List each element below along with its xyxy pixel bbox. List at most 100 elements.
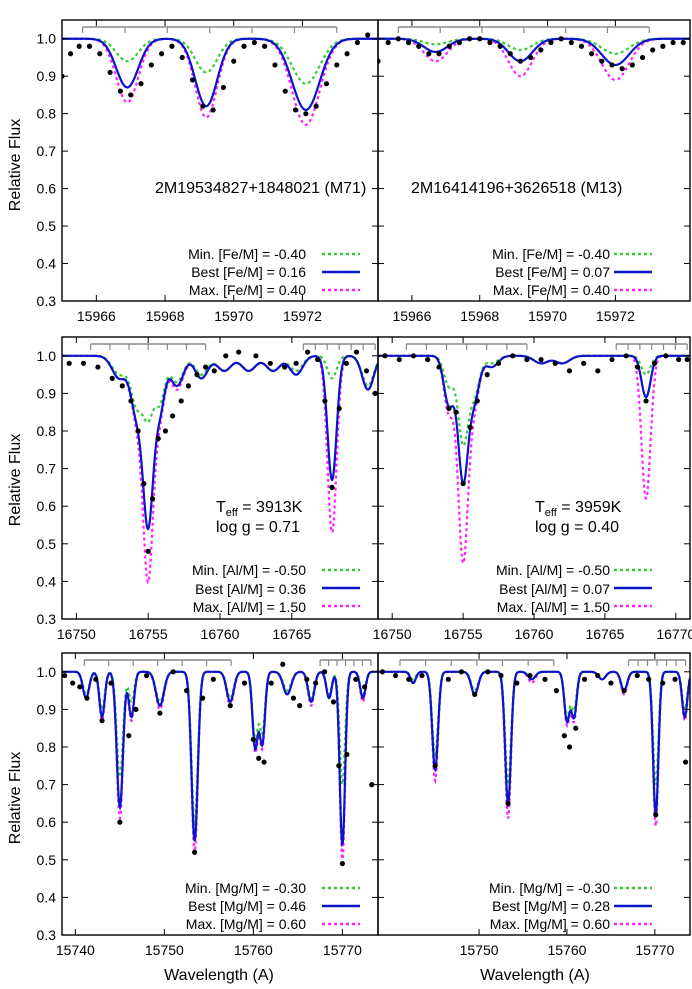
observed-point bbox=[62, 672, 68, 679]
max-model-line bbox=[378, 37, 690, 82]
observed-point bbox=[538, 47, 544, 53]
observed-point bbox=[145, 548, 151, 554]
y-tick-label: 0.4 bbox=[37, 256, 57, 272]
observed-point bbox=[148, 62, 154, 68]
observed-point bbox=[426, 51, 432, 57]
legend-best-label: Best [Mg/M] = 0.46 bbox=[188, 898, 306, 914]
observed-point bbox=[524, 356, 530, 363]
observed-point bbox=[241, 43, 247, 49]
x-tick-label: 16760 bbox=[201, 626, 240, 642]
teff-equals: = bbox=[557, 499, 575, 516]
y-tick-label: 0.4 bbox=[37, 573, 57, 589]
observed-point bbox=[304, 676, 310, 682]
observed-point bbox=[416, 43, 422, 49]
observed-point bbox=[293, 360, 299, 366]
observed-point bbox=[510, 353, 516, 359]
y-tick-label: 0.7 bbox=[37, 461, 57, 477]
observed-point bbox=[660, 43, 666, 49]
observed-point bbox=[365, 32, 371, 38]
max-model-line bbox=[62, 37, 378, 127]
observed-point bbox=[382, 353, 388, 359]
legend-bottom-left: Min. [Mg/M] = -0.30 Best [Mg/M] = 0.46 M… bbox=[185, 880, 306, 932]
observed-point bbox=[322, 398, 328, 404]
observed-point bbox=[227, 703, 233, 709]
observed-point bbox=[170, 669, 176, 675]
observed-point bbox=[133, 706, 139, 713]
observed-point bbox=[474, 398, 480, 404]
observed-point bbox=[251, 39, 257, 46]
logg-label-left: log g = 0.71 bbox=[216, 519, 300, 536]
x-tick-label: 15966 bbox=[77, 308, 116, 324]
observed-point bbox=[97, 51, 103, 57]
observed-point bbox=[86, 43, 93, 49]
observed-point bbox=[581, 360, 587, 366]
teff-equals: = bbox=[238, 499, 256, 516]
observed-point bbox=[272, 62, 278, 68]
y-axis-label-middle: Relative Flux bbox=[7, 434, 24, 526]
observed-point bbox=[292, 107, 299, 113]
observed-point bbox=[419, 672, 425, 679]
observed-point bbox=[250, 736, 256, 743]
observed-point bbox=[185, 383, 191, 389]
y-tick-label: 0.3 bbox=[37, 611, 57, 627]
observed-point bbox=[135, 428, 141, 434]
teff-symbol: T bbox=[535, 499, 545, 516]
observed-point bbox=[392, 672, 399, 679]
observed-point bbox=[609, 62, 615, 68]
max-model-line bbox=[378, 354, 690, 566]
y-tick-label: 0.8 bbox=[37, 739, 57, 755]
x-tick-label: 16765 bbox=[585, 626, 624, 642]
observed-point bbox=[84, 695, 90, 701]
best-model-line bbox=[378, 670, 690, 815]
observed-point bbox=[406, 676, 412, 682]
observed-point bbox=[336, 763, 342, 769]
observed-point bbox=[528, 54, 534, 61]
observed-point bbox=[119, 383, 125, 389]
x-tick-label: 15970 bbox=[528, 308, 567, 324]
observed-point bbox=[343, 360, 349, 366]
observed-point bbox=[128, 92, 134, 98]
observed-point bbox=[672, 676, 678, 682]
panel-bottom-right bbox=[378, 659, 690, 827]
observed-point bbox=[128, 398, 134, 404]
teff-label-right: Teff = 3959K bbox=[535, 499, 622, 519]
observed-point bbox=[517, 58, 524, 64]
y-tick-label: 0.8 bbox=[37, 106, 57, 122]
observed-point bbox=[623, 353, 629, 359]
observed-point bbox=[261, 759, 267, 765]
x-tick-label: 16765 bbox=[272, 626, 311, 642]
teff-value-left: 3913K bbox=[256, 499, 303, 516]
observed-point bbox=[670, 39, 676, 46]
observed-point bbox=[558, 36, 564, 42]
legend-min-label: Min. [Fe/M] = -0.40 bbox=[492, 246, 610, 262]
observed-point bbox=[95, 364, 101, 370]
observed-point bbox=[179, 54, 185, 61]
observed-point bbox=[363, 368, 370, 374]
observed-point bbox=[484, 372, 490, 378]
legend-min-label: Min. [Fe/M] = -0.40 bbox=[188, 246, 306, 262]
y-tick-label: 0.8 bbox=[37, 423, 57, 439]
observed-point bbox=[581, 676, 588, 682]
observed-point bbox=[267, 360, 273, 366]
x-tick-label: 15760 bbox=[234, 942, 273, 958]
legend-max-label: Max. [Al/M] = 1.50 bbox=[193, 599, 306, 615]
y-tick-label: 0.5 bbox=[37, 852, 57, 868]
observed-point bbox=[527, 672, 533, 679]
observed-point bbox=[609, 356, 615, 363]
observed-point bbox=[548, 39, 554, 46]
observed-point bbox=[268, 680, 274, 686]
panel-bottom-left bbox=[62, 659, 378, 867]
observed-point bbox=[432, 763, 438, 769]
observed-point bbox=[396, 356, 402, 363]
x-axis-label-right: Wavelength (A) bbox=[480, 967, 590, 984]
observed-point bbox=[336, 405, 342, 412]
y-tick-label: 1.0 bbox=[37, 348, 57, 364]
legend-bottom-right: Min. [Mg/M] = -0.30 Best [Mg/M] = 0.28 M… bbox=[489, 880, 610, 932]
min-model-line bbox=[378, 37, 690, 55]
min-model-line bbox=[378, 670, 690, 789]
observed-point bbox=[663, 353, 669, 359]
observed-point bbox=[353, 676, 359, 682]
observed-point bbox=[303, 111, 309, 117]
legend-min-label: Min. [Al/M] = -0.50 bbox=[192, 562, 306, 578]
